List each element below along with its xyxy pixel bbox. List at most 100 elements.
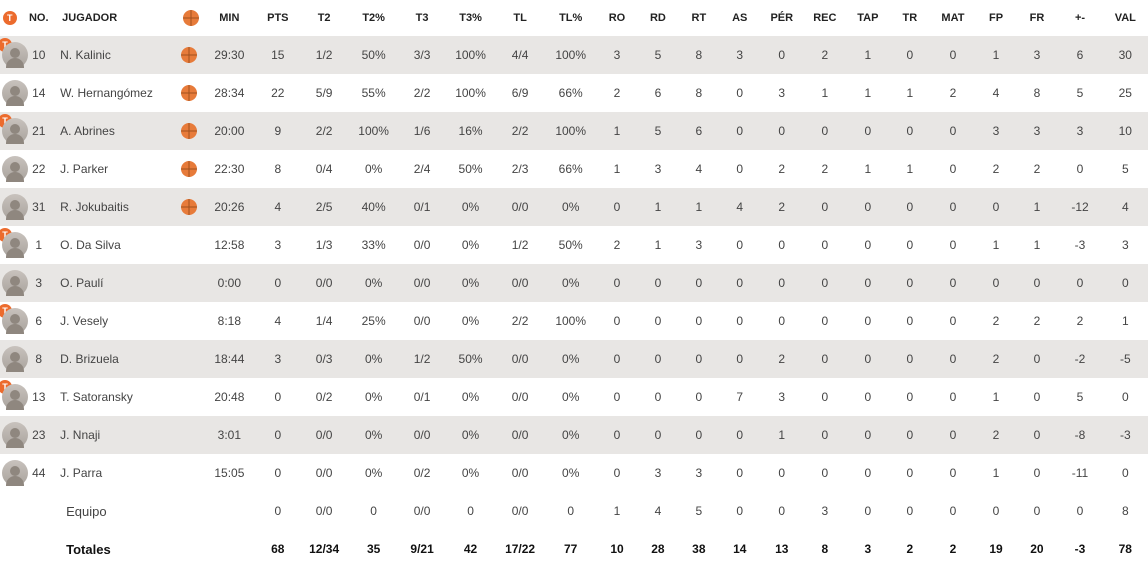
player-name[interactable]: J. Vesely [58,302,179,340]
stat-fp: 4 [976,74,1017,112]
stat-tlp: 0% [545,188,597,226]
starter-cell [0,416,19,454]
starter-cell [0,150,19,188]
stat-t3p: 100% [446,36,496,74]
stat-tl: 0/0 [495,454,545,492]
col-tl[interactable]: TL [495,0,545,36]
stat-as: 0 [719,150,760,188]
col-tlp[interactable]: TL% [545,0,597,36]
col-rt[interactable]: RT [678,0,719,36]
stat-rt: 3 [678,226,719,264]
stat-ro: 0 [597,264,638,302]
col-t2[interactable]: T2 [299,0,349,36]
stat-rt: 38 [678,530,719,568]
col-player[interactable]: JUGADOR [58,0,179,36]
stat-tr: 0 [889,378,930,416]
col-mat[interactable]: MAT [930,0,975,36]
total-row: Totales6812/34359/214217/227710283814138… [0,530,1148,568]
ball-cell [179,226,203,264]
player-row[interactable]: T1O. Da Silva12:5831/333%0/00%1/250%2130… [0,226,1148,264]
player-row[interactable]: 22J. Parker22:3080/40%2/450%2/366%134022… [0,150,1148,188]
player-row[interactable]: 23J. Nnaji3:0100/00%0/00%0/00%0000100002… [0,416,1148,454]
stat-mat: 0 [930,150,975,188]
stat-val: 0 [1103,454,1148,492]
col-rec[interactable]: REC [803,0,846,36]
player-row[interactable]: T13T. Satoransky20:4800/20%0/10%0/00%000… [0,378,1148,416]
player-row[interactable]: 14W. Hernangómez28:34225/955%2/2100%6/96… [0,74,1148,112]
stat-t3: 0/2 [398,454,445,492]
ball-cell [179,150,203,188]
stat-min: 8:18 [202,302,256,340]
col-tap[interactable]: TAP [846,0,889,36]
stat-rd: 1 [637,188,678,226]
col-starter[interactable]: T [0,0,19,36]
stat-mat: 0 [930,378,975,416]
stat-fr: 3 [1016,112,1057,150]
stat-t2p: 25% [349,302,399,340]
player-row[interactable]: 8D. Brizuela18:4430/30%1/250%0/00%000020… [0,340,1148,378]
col-t3[interactable]: T3 [398,0,445,36]
stat-val: 78 [1103,530,1148,568]
player-name[interactable]: J. Parker [58,150,179,188]
col-pm[interactable]: +- [1057,0,1102,36]
player-name[interactable]: J. Parra [58,454,179,492]
player-name[interactable]: N. Kalinic [58,36,179,74]
col-fp[interactable]: FP [976,0,1017,36]
stat-rt: 8 [678,74,719,112]
player-row[interactable]: T10N. Kalinic29:30151/250%3/3100%4/4100%… [0,36,1148,74]
player-name[interactable]: O. Paulí [58,264,179,302]
stat-per: 13 [760,530,803,568]
player-name[interactable]: W. Hernangómez [58,74,179,112]
player-avatar [2,308,28,334]
player-row[interactable]: 44J. Parra15:0500/00%0/20%0/00%033000000… [0,454,1148,492]
player-name[interactable]: R. Jokubaitis [58,188,179,226]
stat-t3p: 0% [446,264,496,302]
basketball-icon [181,123,197,139]
player-name[interactable]: D. Brizuela [58,340,179,378]
player-row[interactable]: 31R. Jokubaitis20:2642/540%0/10%0/00%011… [0,188,1148,226]
stat-t3p: 100% [446,74,496,112]
basketball-icon [181,161,197,177]
starter-cell: T [0,36,19,74]
stat-per: 1 [760,416,803,454]
col-t3p[interactable]: T3% [446,0,496,36]
stat-mat: 0 [930,226,975,264]
player-name[interactable]: A. Abrines [58,112,179,150]
col-ro[interactable]: RO [597,0,638,36]
stat-fp: 0 [976,188,1017,226]
stat-t2: 0/0 [299,416,349,454]
stat-pm: 6 [1057,36,1102,74]
col-min[interactable]: MIN [202,0,256,36]
player-name[interactable]: O. Da Silva [58,226,179,264]
col-badge[interactable] [179,0,203,36]
col-no[interactable]: NO. [19,0,58,36]
stat-tr: 0 [889,340,930,378]
col-tr[interactable]: TR [889,0,930,36]
stat-fp: 2 [976,416,1017,454]
stat-t2p: 0% [349,416,399,454]
col-val[interactable]: VAL [1103,0,1148,36]
col-t2p[interactable]: T2% [349,0,399,36]
stat-tlp: 100% [545,112,597,150]
stat-fp: 1 [976,378,1017,416]
col-as[interactable]: AS [719,0,760,36]
col-rd[interactable]: RD [637,0,678,36]
col-per[interactable]: PÉR [760,0,803,36]
player-row[interactable]: T6J. Vesely8:1841/425%0/00%2/2100%000000… [0,302,1148,340]
stat-t2p: 55% [349,74,399,112]
stat-val: 8 [1103,492,1148,530]
player-name[interactable]: J. Nnaji [58,416,179,454]
starter-cell [0,74,19,112]
player-name[interactable]: T. Satoransky [58,378,179,416]
stat-fp: 1 [976,454,1017,492]
stat-rd: 0 [637,264,678,302]
stat-mat: 2 [930,530,975,568]
col-fr[interactable]: FR [1016,0,1057,36]
stat-rd: 5 [637,36,678,74]
player-row[interactable]: 3O. Paulí0:0000/00%0/00%0/00%00000000000… [0,264,1148,302]
col-pts[interactable]: PTS [256,0,299,36]
stat-t2p: 35 [349,530,399,568]
player-row[interactable]: T21A. Abrines20:0092/2100%1/616%2/2100%1… [0,112,1148,150]
stat-pm: -3 [1057,226,1102,264]
stat-pts: 0 [256,416,299,454]
